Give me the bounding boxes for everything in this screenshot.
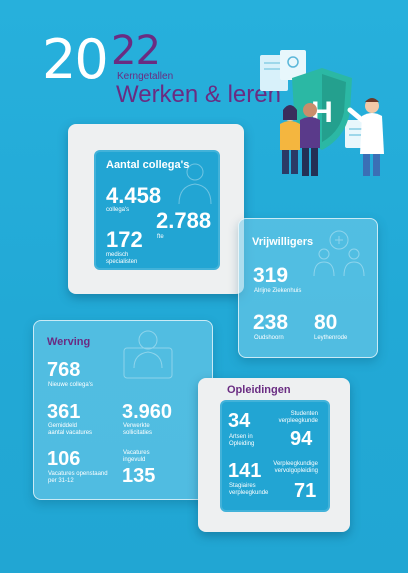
training-title: Opleidingen [227,384,291,396]
filled-vacancies-value: 135 [122,465,156,487]
nursing-students-value: 94 [290,428,313,450]
specialists-label-1: medisch [106,252,129,258]
colleagues-title: Aantal collega's [106,159,190,171]
filled-vacancies-label-2: ingevuld [123,457,146,463]
nursing-students-label-2: verpleegkunde [278,418,318,424]
doctor-line-icon [178,163,212,205]
colleagues-panel [94,150,220,270]
doctors-in-training-value: 34 [228,410,251,432]
applications-label-2: sollicitaties [123,430,153,436]
volunteers-leythenrode-label: Leythenrode [314,335,348,341]
specialists-value: 172 [106,227,143,252]
volunteers-card [238,218,378,358]
volunteers-title: Vrijwilligers [252,236,314,248]
volunteers-leythenrode-value: 80 [314,311,338,334]
colleagues-fte-value: 2.788 [156,208,212,233]
specialists-label-2: specialisten [106,259,138,265]
avg-vacancies-label-1: Gemiddeld [48,423,78,429]
nursing-interns-label-2: verpleegkunde [229,490,269,496]
nursing-students-label-1: Studenten [290,411,318,417]
year-suffix: 22 [111,28,161,74]
open-vacancies-label-2: per 31-12 [48,478,74,484]
page-title: Werken & leren [116,81,281,108]
doctor-line-icon [123,330,173,379]
volunteers-oudshoorn-label: Oudshoorn [254,335,284,341]
doctors-in-training-label-1: Artsen in [229,434,253,440]
colleagues-total-value: 4.458 [106,183,162,208]
volunteers-alrijne-value: 319 [253,264,289,287]
volunteers-oudshoorn-value: 238 [253,311,289,334]
year-prefix: 20 [42,28,109,91]
doctors-in-training-label-2: Opleiding [229,441,255,447]
recruitment-card [33,320,213,500]
advanced-nursing-value: 71 [294,480,317,502]
avg-vacancies-label-2: aantal vacatures [48,430,93,436]
recruitment-title: Werving [47,336,91,348]
colleagues-total-label: collega's [106,207,130,213]
people-illustration: H [260,50,384,176]
avg-vacancies-value: 361 [47,401,81,423]
colleagues-fte-label: fte [157,234,164,240]
open-vacancies-value: 106 [47,448,81,470]
open-vacancies-label-1: Vacatures openstaand [48,471,108,477]
subtitle: Kerngetallen [117,71,174,82]
volunteers-alrijne-label: Alrijne Ziekenhuis [254,288,302,294]
applications-label-1: Verwerkte [123,423,150,429]
nursing-interns-value: 141 [228,460,262,482]
nursing-interns-label-1: Stagiaires [229,483,256,489]
applications-value: 3.960 [122,401,173,423]
advanced-nursing-label-2: vervolgopleiding [274,468,318,474]
recruitment-new-label: Nieuwe collega's [48,382,93,388]
filled-vacancies-label-1: Vacatures [123,450,150,456]
advanced-nursing-label-1: Verpleegkundige [273,461,318,467]
training-panel [220,400,330,512]
recruitment-new-value: 768 [47,359,81,381]
group-line-icon [313,230,365,277]
